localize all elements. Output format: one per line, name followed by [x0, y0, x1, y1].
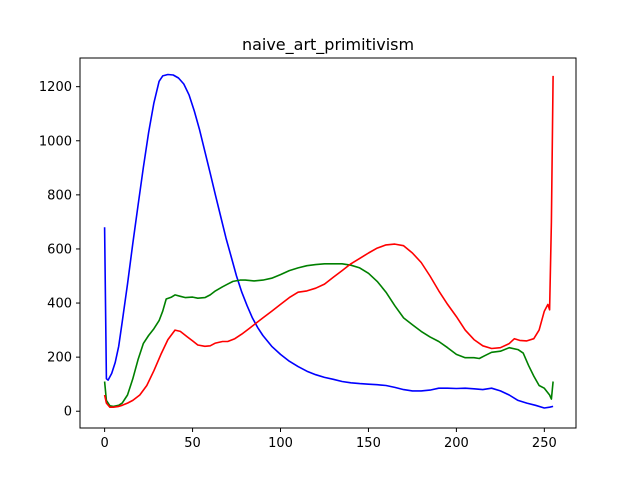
y-tick-label: 600 — [47, 242, 72, 257]
x-tick-label: 0 — [100, 436, 108, 451]
x-tick-label: 250 — [532, 436, 557, 451]
x-tick-label: 150 — [356, 436, 381, 451]
y-tick-label: 1000 — [39, 134, 72, 149]
y-tick-label: 400 — [47, 297, 72, 312]
series-line-2 — [103, 75, 554, 409]
y-tick-label: 200 — [47, 351, 72, 366]
x-tick-label: 100 — [268, 436, 293, 451]
y-tick-label: 0 — [64, 405, 72, 420]
y-tick-label: 800 — [47, 188, 72, 203]
series-line-1 — [103, 262, 554, 408]
series-line-0 — [103, 73, 554, 409]
chart-title: naive_art_primitivism — [242, 35, 414, 55]
ticks-layer: 0 50 100 150 200 250 0 200 400 600 800 1000 1200 — [39, 80, 557, 451]
series-layer — [103, 73, 554, 409]
axes-frame — [79, 57, 577, 429]
x-tick-label: 200 — [444, 436, 469, 451]
x-tick-label: 50 — [184, 436, 201, 451]
y-tick-label: 1200 — [39, 80, 72, 95]
